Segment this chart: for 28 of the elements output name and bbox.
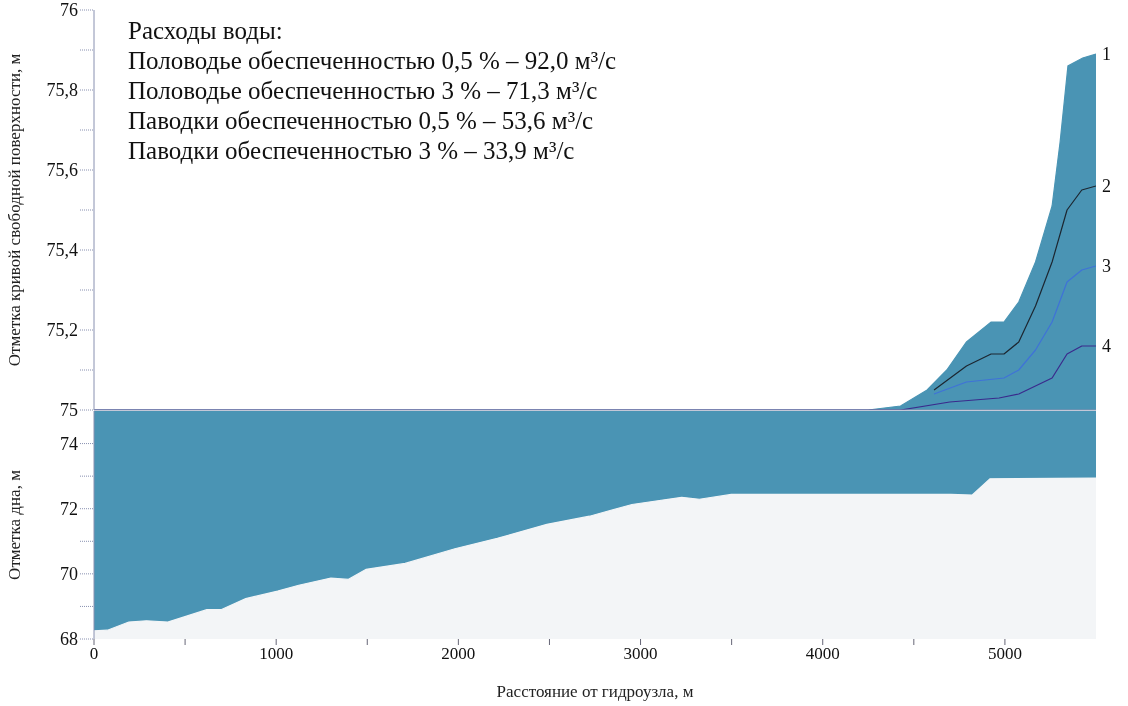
y-tick-label: 75,2	[46, 320, 78, 341]
x-axis-title: Расстояние от гидроузла, м	[496, 682, 694, 701]
x-tick-label: 3000	[623, 644, 658, 664]
y-axis-title: Отметка кривой свободной поверхности, м	[5, 53, 25, 367]
annotation: Паводки обеспеченностью 3 % – 33,9 м³/с	[128, 136, 576, 166]
x-tick-label: 5000	[987, 644, 1022, 664]
y-axis-title: Отметка дна, м	[5, 469, 25, 580]
series-label: 3	[1102, 256, 1111, 276]
annotation: Половодье обеспеченностью 0,5 % – 92,0 м³/с	[128, 46, 617, 76]
y-tick-label: 75,6	[46, 160, 78, 181]
x-tick-label: 2000	[441, 644, 476, 664]
series-label: 4	[1102, 336, 1111, 356]
y-tick-label: 72	[60, 499, 78, 520]
annotation: Паводки обеспеченностью 0,5 % – 53,6 м³/с	[128, 106, 595, 136]
y-tick-label: 75	[60, 400, 78, 421]
annotation: Расходы воды:	[128, 16, 284, 46]
series-label: 1	[1102, 44, 1111, 64]
x-tick-label: 1000	[259, 644, 294, 664]
series-label: 2	[1102, 176, 1111, 196]
y-tick-label: 75,8	[46, 80, 78, 101]
y-tick-label: 68	[60, 629, 78, 650]
y-tick-label: 76	[60, 0, 78, 21]
x-tick-label: 0	[89, 644, 99, 664]
x-tick-label: 4000	[805, 644, 840, 664]
annotation: Половодье обеспеченностью 3 % – 71,3 м³/с	[128, 76, 599, 106]
y-tick-label: 70	[60, 564, 78, 585]
y-tick-label: 74	[60, 433, 78, 454]
y-tick-label: 75,4	[46, 240, 78, 261]
